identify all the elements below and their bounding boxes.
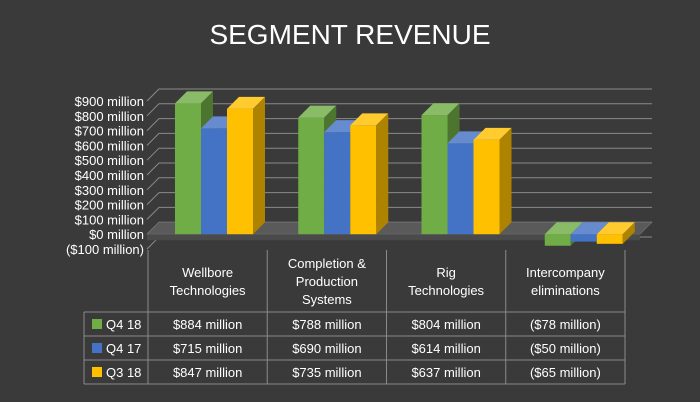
bar-front (201, 128, 227, 235)
data-label: ($50 million) (530, 341, 601, 356)
data-label: $735 million (292, 365, 361, 380)
gridline (146, 103, 652, 117)
y-tick-label: $300 million (75, 183, 144, 198)
y-tick-label: $400 million (75, 168, 144, 183)
category-label: Technologies (170, 283, 246, 298)
bar-side (499, 127, 512, 235)
legend-swatch (92, 343, 102, 353)
bar-side (253, 96, 265, 235)
data-label: $690 million (292, 341, 361, 356)
data-label: $788 million (292, 317, 361, 332)
category-label: Technologies (408, 283, 484, 298)
bar-top (473, 127, 512, 140)
legend-swatch (92, 367, 102, 377)
floor-edge (147, 234, 640, 241)
category-label: Production (296, 274, 358, 289)
y-tick-label: $100 million (75, 212, 144, 227)
gridline (146, 88, 652, 102)
bar-front (473, 139, 500, 235)
bar-top (544, 222, 583, 235)
bar-front (324, 132, 351, 235)
bar-top (570, 222, 609, 235)
bar (473, 127, 512, 235)
bar-front (421, 115, 448, 235)
category-label: Rig (436, 265, 456, 280)
y-tick-label: $800 million (75, 109, 144, 124)
bar-top (421, 103, 460, 116)
category-label: eliminations (531, 283, 600, 298)
y-tick-label: ($100 million) (66, 242, 144, 257)
data-label: $637 million (411, 365, 480, 380)
bar-top (175, 91, 213, 104)
legend-entry: Q4 17 (106, 341, 141, 356)
bar (227, 96, 265, 235)
gridline (146, 118, 652, 131)
bar-front (544, 234, 571, 246)
data-label: $804 million (411, 317, 480, 332)
bar (596, 222, 635, 244)
bar-top (350, 113, 389, 126)
bar-front (596, 234, 623, 244)
category-label: Systems (302, 292, 352, 307)
bar-front (175, 103, 201, 235)
category-label: Wellbore (182, 265, 233, 280)
bar-front (447, 143, 474, 235)
chart-title: SEGMENT REVENUE (209, 19, 490, 50)
y-tick-label: $500 million (75, 153, 144, 168)
bar-top (227, 96, 265, 109)
y-tick-label: $200 million (75, 198, 144, 213)
legend-swatch (92, 319, 102, 329)
data-label: ($65 million) (530, 365, 601, 380)
bar (350, 113, 389, 235)
data-table: Wellbore Technologies Completion & Producti… (83, 250, 626, 385)
bar-front (570, 234, 597, 242)
y-axis-labels: $900 million$800 million$700 million$600… (66, 94, 144, 257)
data-label: $715 million (173, 341, 242, 356)
y-tick-label: $900 million (75, 94, 144, 109)
bar-top (596, 222, 635, 235)
category-label: Completion & (288, 256, 366, 271)
category-label: Intercompany (526, 265, 605, 280)
bar-front (227, 108, 253, 235)
legend-entry: Q3 18 (106, 365, 141, 380)
data-label: ($78 million) (530, 317, 601, 332)
data-label: $847 million (173, 365, 242, 380)
bar-side (622, 222, 635, 244)
y-tick-label: $600 million (75, 138, 144, 153)
legend-entry: Q4 18 (106, 317, 141, 332)
y-tick-label: $700 million (75, 124, 144, 139)
data-label: $884 million (173, 317, 242, 332)
bars (175, 91, 635, 246)
bar-top (298, 105, 337, 118)
bar-side (376, 113, 389, 235)
bar-front (350, 125, 377, 235)
bar-front (298, 117, 325, 235)
data-label: $614 million (411, 341, 480, 356)
y-tick-label: $0 million (89, 227, 144, 242)
